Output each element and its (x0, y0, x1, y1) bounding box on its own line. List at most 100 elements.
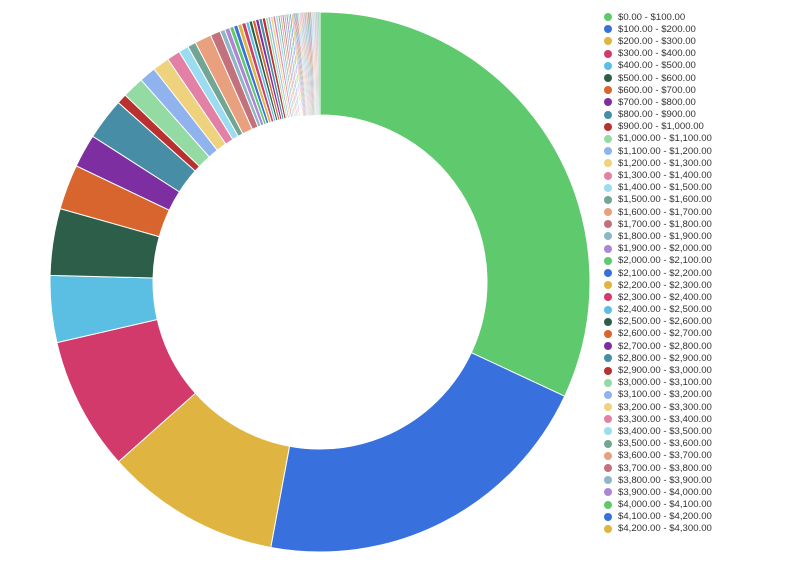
legend-swatch (604, 98, 612, 107)
legend-swatch (604, 464, 612, 473)
legend-label: $1,500.00 - $1,600.00 (618, 194, 712, 206)
legend-label: $2,900.00 - $3,000.00 (618, 365, 712, 377)
legend-item[interactable]: $1,600.00 - $1,700.00 (600, 206, 800, 218)
legend-label: $700.00 - $800.00 (618, 96, 696, 108)
legend-swatch (604, 439, 612, 448)
legend-item[interactable]: $2,900.00 - $3,000.00 (600, 364, 800, 376)
legend-swatch (604, 147, 612, 156)
legend-item[interactable]: $4,200.00 - $4,300.00 (600, 523, 800, 535)
legend-item[interactable]: $3,300.00 - $3,400.00 (600, 413, 800, 425)
legend-item[interactable]: $1,100.00 - $1,200.00 (600, 145, 800, 157)
legend-item[interactable]: $500.00 - $600.00 (600, 72, 800, 84)
legend-item[interactable]: $3,600.00 - $3,700.00 (600, 450, 800, 462)
legend-swatch (604, 488, 612, 497)
legend-swatch (604, 415, 612, 424)
legend-swatch (604, 13, 612, 22)
legend-label: $3,500.00 - $3,600.00 (618, 438, 712, 450)
legend-item[interactable]: $1,400.00 - $1,500.00 (600, 182, 800, 194)
legend-label: $300.00 - $400.00 (618, 48, 696, 60)
legend-item[interactable]: $2,200.00 - $2,300.00 (600, 279, 800, 291)
legend-label: $3,000.00 - $3,100.00 (618, 377, 712, 389)
legend-label: $3,600.00 - $3,700.00 (618, 450, 712, 462)
legend-swatch (604, 244, 612, 253)
legend-label: $1,200.00 - $1,300.00 (618, 157, 712, 169)
legend-item[interactable]: $2,400.00 - $2,500.00 (600, 304, 800, 316)
legend-swatch (604, 354, 612, 363)
legend-swatch (604, 74, 612, 83)
pie-slice[interactable] (319, 11, 321, 116)
legend-item[interactable]: $300.00 - $400.00 (600, 48, 800, 60)
legend-item[interactable]: $2,600.00 - $2,700.00 (600, 328, 800, 340)
legend-label: $3,300.00 - $3,400.00 (618, 413, 712, 425)
legend-item[interactable]: $100.00 - $200.00 (600, 23, 800, 35)
chart-legend: $0.00 - $100.00 $100.00 - $200.00 $200.00 … (600, 11, 800, 537)
legend-swatch (604, 524, 612, 533)
legend-item[interactable]: $4,100.00 - $4,200.00 (600, 511, 800, 523)
legend-swatch (604, 451, 612, 460)
legend-label: $600.00 - $700.00 (618, 84, 696, 96)
legend-swatch (604, 134, 612, 143)
legend-swatch (604, 232, 612, 241)
legend-swatch (604, 171, 612, 180)
legend-swatch (604, 49, 612, 58)
legend-item[interactable]: $2,800.00 - $2,900.00 (600, 352, 800, 364)
legend-label: $200.00 - $300.00 (618, 35, 696, 47)
legend-swatch (604, 208, 612, 217)
legend-label: $3,200.00 - $3,300.00 (618, 401, 712, 413)
pie-slice[interactable] (270, 351, 566, 553)
legend-item[interactable]: $800.00 - $900.00 (600, 109, 800, 121)
legend-item[interactable]: $2,100.00 - $2,200.00 (600, 267, 800, 279)
legend-swatch (604, 269, 612, 278)
legend-item[interactable]: $3,800.00 - $3,900.00 (600, 474, 800, 486)
legend-item[interactable]: $200.00 - $300.00 (600, 35, 800, 47)
legend-item[interactable]: $1,800.00 - $1,900.00 (600, 230, 800, 242)
legend-label: $900.00 - $1,000.00 (618, 121, 704, 133)
legend-swatch (604, 25, 612, 34)
legend-label: $2,200.00 - $2,300.00 (618, 279, 712, 291)
legend-item[interactable]: $3,400.00 - $3,500.00 (600, 425, 800, 437)
pie-slice[interactable] (319, 11, 591, 397)
legend-swatch (604, 366, 612, 375)
legend-label: $4,000.00 - $4,100.00 (618, 499, 712, 511)
legend-label: $400.00 - $500.00 (618, 60, 696, 72)
legend-item[interactable]: $3,900.00 - $4,000.00 (600, 486, 800, 498)
legend-item[interactable]: $1,300.00 - $1,400.00 (600, 169, 800, 181)
legend-swatch (604, 61, 612, 70)
legend-swatch (604, 512, 612, 521)
legend-item[interactable]: $1,700.00 - $1,800.00 (600, 218, 800, 230)
legend-swatch (604, 37, 612, 46)
legend-item[interactable]: $2,500.00 - $2,600.00 (600, 316, 800, 328)
legend-item[interactable]: $2,300.00 - $2,400.00 (600, 291, 800, 303)
legend-item[interactable]: $2,700.00 - $2,800.00 (600, 340, 800, 352)
legend-item[interactable]: $900.00 - $1,000.00 (600, 121, 800, 133)
legend-item[interactable]: $700.00 - $800.00 (600, 96, 800, 108)
legend-label: $1,100.00 - $1,200.00 (618, 145, 712, 157)
legend-label: $3,100.00 - $3,200.00 (618, 389, 712, 401)
legend-swatch (604, 427, 612, 436)
legend-item[interactable]: $1,000.00 - $1,100.00 (600, 133, 800, 145)
legend-item[interactable]: $600.00 - $700.00 (600, 84, 800, 96)
legend-item[interactable]: $3,100.00 - $3,200.00 (600, 389, 800, 401)
legend-item[interactable]: $1,500.00 - $1,600.00 (600, 194, 800, 206)
legend-swatch (604, 293, 612, 302)
legend-item[interactable]: $3,200.00 - $3,300.00 (600, 401, 800, 413)
legend-item[interactable]: $4,000.00 - $4,100.00 (600, 499, 800, 511)
legend-item[interactable]: $0.00 - $100.00 (600, 11, 800, 23)
legend-item[interactable]: $3,700.00 - $3,800.00 (600, 462, 800, 474)
legend-item[interactable]: $3,000.00 - $3,100.00 (600, 377, 800, 389)
legend-label: $3,800.00 - $3,900.00 (618, 474, 712, 486)
legend-item[interactable]: $400.00 - $500.00 (600, 60, 800, 72)
legend-label: $3,700.00 - $3,800.00 (618, 462, 712, 474)
legend-label: $800.00 - $900.00 (618, 109, 696, 121)
legend-item[interactable]: $3,500.00 - $3,600.00 (600, 438, 800, 450)
legend-swatch (604, 159, 612, 168)
legend-item[interactable]: $1,900.00 - $2,000.00 (600, 243, 800, 255)
legend-swatch (604, 86, 612, 95)
legend-swatch (604, 390, 612, 399)
legend-item[interactable]: $1,200.00 - $1,300.00 (600, 157, 800, 169)
legend-swatch (604, 256, 612, 265)
legend-item[interactable]: $2,000.00 - $2,100.00 (600, 255, 800, 267)
legend-label: $4,200.00 - $4,300.00 (618, 523, 712, 535)
